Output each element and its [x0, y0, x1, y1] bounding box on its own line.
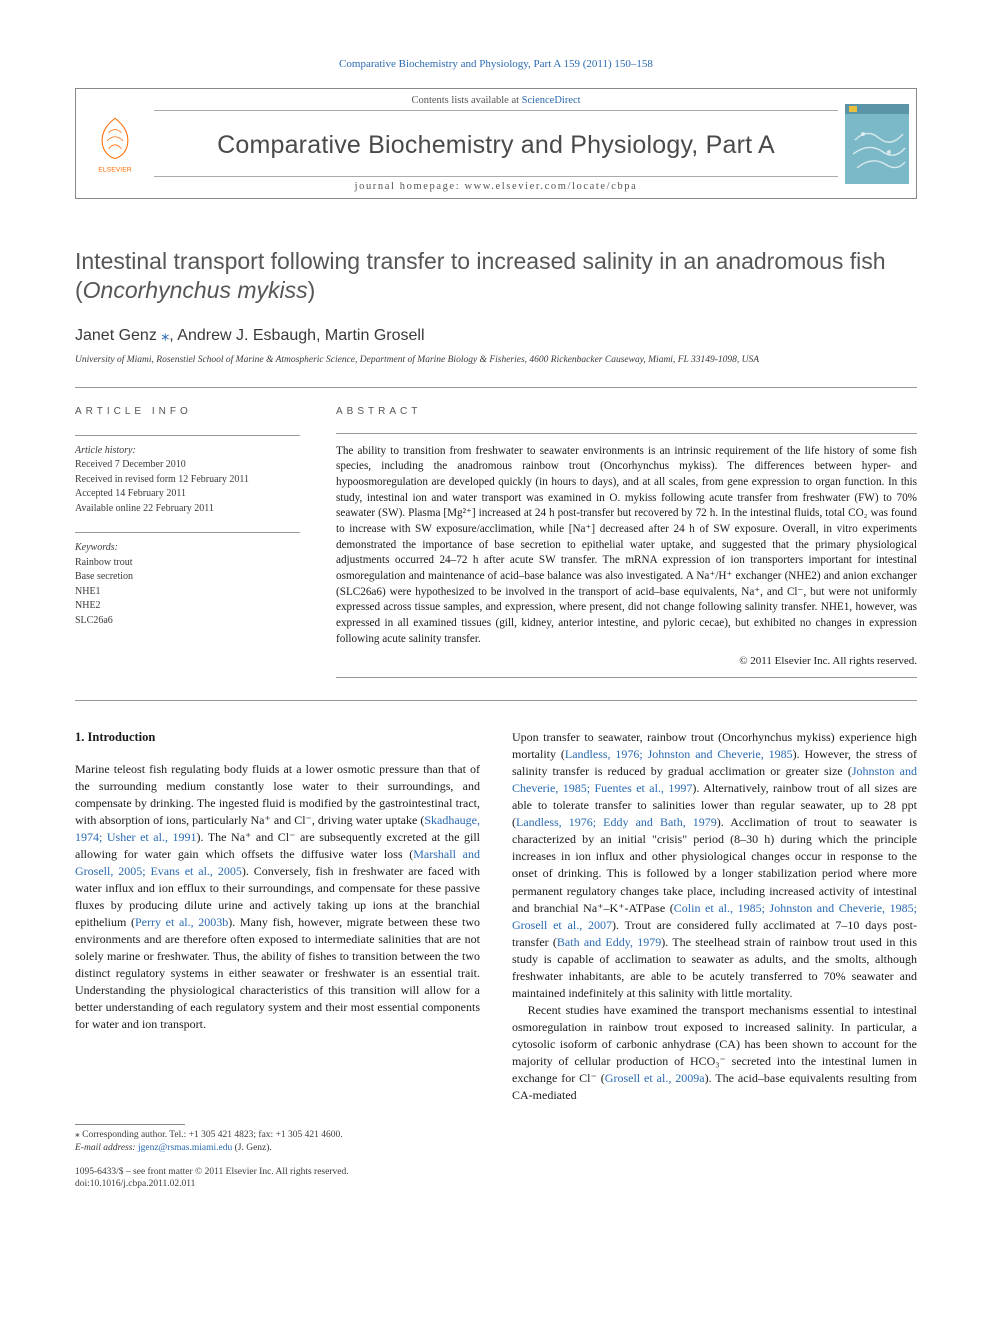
citation-link[interactable]: Grosell et al., 2009a	[605, 1071, 705, 1085]
journal-citation-link[interactable]: Comparative Biochemistry and Physiology,…	[339, 58, 653, 70]
online-date: Available online 22 February 2011	[75, 502, 300, 517]
journal-header-box: ELSEVIER Contents lists available at Sci…	[75, 88, 917, 199]
body-columns: 1. Introduction Marine teleost fish regu…	[75, 729, 917, 1104]
abstract-panel: abstract The ability to transition from …	[336, 406, 917, 679]
journal-cover-thumb	[838, 89, 916, 198]
publication-info: 1095-6433/$ – see front matter © 2011 El…	[75, 1166, 917, 1192]
corresponding-author-info: ⁎ Corresponding author. Tel.: +1 305 421…	[75, 1129, 479, 1142]
contents-available-line: Contents lists available at ScienceDirec…	[154, 95, 838, 111]
journal-homepage-line: journal homepage: www.elsevier.com/locat…	[154, 176, 838, 192]
citation-link[interactable]: Landless, 1976; Eddy and Bath, 1979	[516, 815, 717, 829]
citation-link[interactable]: Bath and Eddy, 1979	[557, 935, 661, 949]
journal-homepage-url: www.elsevier.com/locate/cbpa	[464, 181, 637, 192]
corresponding-author-footer: ⁎ Corresponding author. Tel.: +1 305 421…	[75, 1124, 479, 1156]
journal-name: Comparative Biochemistry and Physiology,…	[154, 113, 838, 176]
citation-link[interactable]: Landless, 1976; Johnston and Cheverie, 1…	[565, 747, 793, 761]
email-link[interactable]: jgenz@rsmas.miami.edu	[138, 1143, 232, 1153]
affiliation: University of Miami, Rosenstiel School o…	[75, 355, 917, 365]
column-right: Upon transfer to seawater, rainbow trout…	[512, 729, 917, 1104]
keyword: SLC26a6	[75, 614, 300, 629]
citation-link[interactable]: Perry et al., 2003b	[135, 915, 228, 929]
sciencedirect-link[interactable]: ScienceDirect	[522, 95, 581, 106]
keyword: NHE2	[75, 599, 300, 614]
section-heading: 1. Introduction	[75, 729, 480, 747]
received-date: Received 7 December 2010	[75, 458, 300, 473]
elsevier-logo-text: ELSEVIER	[98, 166, 131, 173]
paragraph: Recent studies have examined the transpo…	[512, 1002, 917, 1104]
doi-link[interactable]: 10.1016/j.cbpa.2011.02.011	[90, 1179, 196, 1189]
header-citation: Comparative Biochemistry and Physiology,…	[75, 58, 917, 70]
email-label: E-mail address:	[75, 1143, 138, 1153]
column-left: 1. Introduction Marine teleost fish regu…	[75, 729, 480, 1104]
accepted-date: Accepted 14 February 2011	[75, 487, 300, 502]
article-info-heading: article info	[75, 406, 300, 417]
article-title: Intestinal transport following transfer …	[75, 247, 917, 305]
authors: Janet Genz ⁎, Andrew J. Esbaugh, Martin …	[75, 325, 917, 345]
section-divider	[75, 700, 917, 701]
revised-date: Received in revised form 12 February 201…	[75, 473, 300, 488]
article-history-label: Article history:	[75, 444, 300, 459]
abstract-copyright: © 2011 Elsevier Inc. All rights reserved…	[336, 655, 917, 667]
paragraph: Upon transfer to seawater, rainbow trout…	[512, 729, 917, 1002]
keyword: NHE1	[75, 585, 300, 600]
front-matter: 1095-6433/$ – see front matter © 2011 El…	[75, 1166, 917, 1179]
doi-label: doi:	[75, 1179, 90, 1189]
article-info-panel: article info Article history: Received 7…	[75, 406, 300, 679]
keyword: Base secretion	[75, 570, 300, 585]
keyword: Rainbow trout	[75, 556, 300, 571]
elsevier-logo: ELSEVIER	[76, 89, 154, 198]
abstract-text: The ability to transition from freshwate…	[336, 444, 917, 648]
keywords-label: Keywords:	[75, 541, 300, 556]
abstract-heading: abstract	[336, 406, 917, 417]
paragraph: Marine teleost fish regulating body flui…	[75, 761, 480, 1034]
